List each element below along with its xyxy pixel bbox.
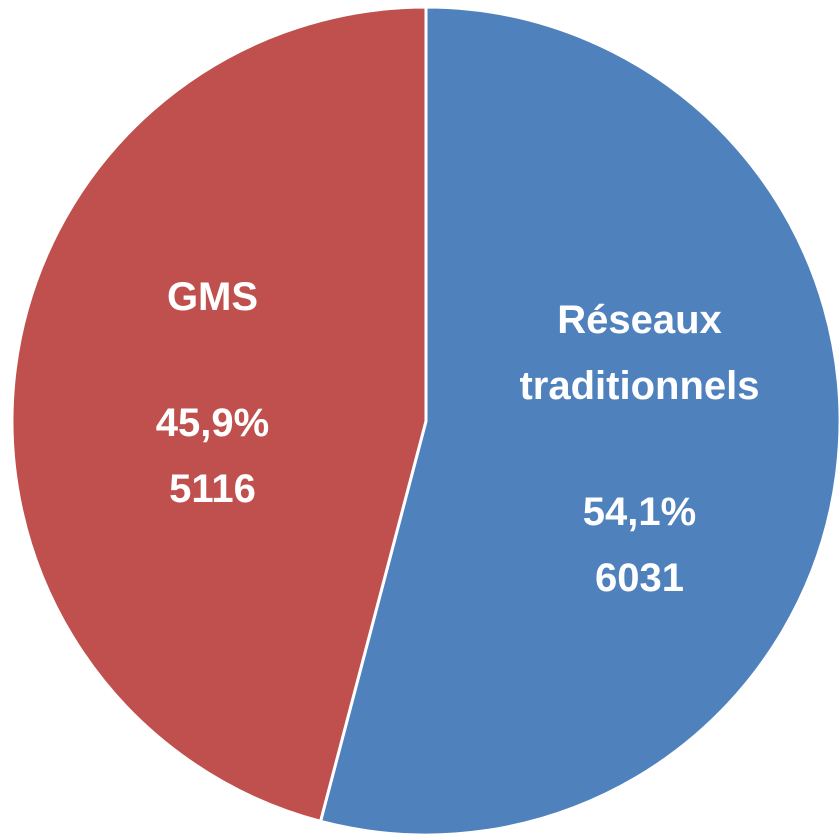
percent-label: 54,1%: [582, 489, 697, 534]
pie-slice: [318, 5, 840, 837]
slice-label: Réseaux traditionnels 54,1% 6031: [474, 287, 804, 611]
pie-slice: [10, 5, 428, 824]
percent-label: 45,9%: [155, 401, 270, 446]
category-label: Réseaux traditionnels: [519, 297, 760, 408]
count-label: 5116: [169, 467, 256, 512]
count-label: 6031: [594, 555, 684, 600]
category-label: GMS: [166, 275, 259, 320]
slice-label: GMS 45,9% 5116: [48, 264, 378, 522]
